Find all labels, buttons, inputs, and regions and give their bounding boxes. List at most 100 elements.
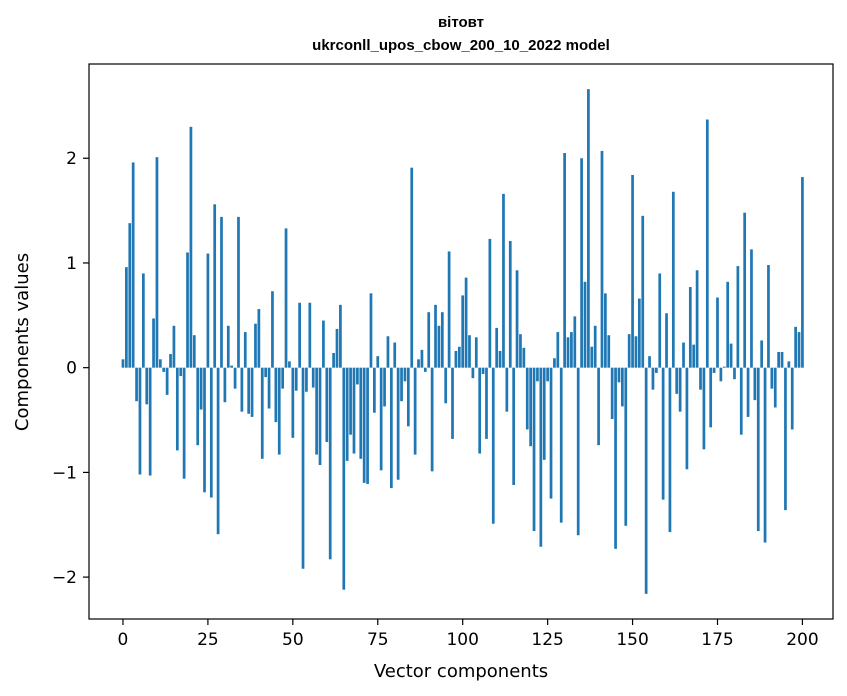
bar-199 [797, 332, 801, 368]
bar-132 [570, 332, 573, 368]
bar-91 [430, 367, 434, 472]
bar-113 [505, 367, 509, 412]
bar-97 [451, 367, 454, 439]
bar-32 [230, 365, 234, 368]
bar-176 [719, 367, 723, 382]
bar-45 [274, 367, 278, 423]
bar-154 [644, 367, 648, 594]
bar-172 [705, 119, 709, 368]
x-tick-label: 50 [282, 630, 304, 650]
bar-121 [532, 367, 536, 532]
bar-156 [651, 367, 655, 390]
bar-84 [406, 367, 410, 427]
bar-161 [668, 367, 672, 533]
bar-12 [162, 367, 166, 372]
bar-128 [556, 332, 560, 368]
x-tick-label: 200 [786, 630, 818, 650]
bar-98 [454, 350, 458, 368]
bar-59 [322, 320, 325, 368]
bar-194 [780, 351, 784, 368]
bar-37 [247, 367, 251, 414]
bar-101 [464, 277, 468, 368]
bar-60 [325, 367, 329, 443]
bar-179 [729, 343, 733, 368]
bar-144 [610, 367, 614, 419]
bar-31 [226, 325, 230, 368]
bar-150 [631, 175, 634, 368]
bar-88 [420, 349, 424, 368]
bar-93 [437, 325, 441, 368]
bar-165 [682, 342, 685, 368]
bar-127 [553, 358, 556, 368]
bar-77 [383, 367, 386, 407]
bar-111 [498, 350, 502, 368]
bar-26 [209, 367, 213, 498]
bar-68 [352, 367, 356, 454]
bars-group [121, 89, 804, 594]
bar-92 [434, 304, 437, 368]
y-axis-ticks: −2 −1 0 1 2 [52, 149, 89, 588]
bar-152 [637, 298, 641, 368]
bar-95 [444, 367, 448, 404]
bar-33 [233, 367, 237, 389]
bar-119 [525, 367, 529, 430]
bar-65 [342, 367, 346, 590]
bar-30 [223, 367, 227, 403]
bar-80 [393, 342, 397, 368]
bar-22 [196, 367, 200, 446]
bar-108 [488, 238, 492, 368]
bar-55 [308, 302, 312, 368]
bar-166 [685, 367, 689, 470]
bar-107 [485, 367, 488, 439]
bar-177 [722, 366, 726, 368]
bar-76 [379, 367, 383, 471]
bar-138 [590, 346, 594, 368]
bar-63 [335, 328, 339, 368]
bar-129 [559, 367, 563, 523]
bar-75 [376, 356, 380, 368]
bar-64 [339, 304, 342, 368]
bar-14 [169, 354, 172, 368]
bar-100 [461, 295, 465, 368]
bar-1 [125, 267, 128, 368]
bar-16 [175, 367, 179, 451]
bar-44 [271, 291, 274, 368]
bar-73 [369, 293, 373, 368]
y-tick-label: 2 [66, 149, 77, 169]
bar-69 [356, 367, 359, 385]
bar-190 [767, 265, 770, 368]
bar-15 [172, 325, 176, 368]
bar-21 [192, 335, 196, 368]
bar-46 [277, 367, 281, 455]
bar-103 [471, 367, 475, 379]
bar-104 [474, 337, 478, 368]
bar-48 [284, 228, 288, 368]
bar-109 [491, 367, 495, 524]
bar-124 [542, 367, 546, 460]
bar-130 [563, 153, 566, 368]
x-tick-label: 25 [197, 630, 219, 650]
bar-5 [138, 367, 142, 475]
bar-126 [549, 367, 553, 499]
bar-182 [739, 367, 743, 435]
bar-197 [790, 367, 794, 430]
bar-2 [128, 223, 132, 368]
bar-169 [695, 270, 699, 368]
bar-43 [267, 367, 271, 409]
bar-139 [593, 325, 597, 368]
bar-34 [237, 216, 240, 368]
bar-187 [756, 367, 760, 532]
bar-170 [699, 367, 702, 390]
bar-40 [257, 309, 261, 368]
bar-54 [305, 367, 308, 392]
bar-118 [522, 347, 526, 368]
x-tick-label: 175 [701, 630, 733, 650]
bar-19 [186, 252, 189, 368]
bar-39 [254, 323, 257, 368]
bar-137 [587, 89, 590, 368]
bar-168 [692, 344, 696, 368]
bar-56 [311, 367, 315, 388]
bar-131 [566, 337, 570, 368]
bar-74 [373, 367, 376, 413]
